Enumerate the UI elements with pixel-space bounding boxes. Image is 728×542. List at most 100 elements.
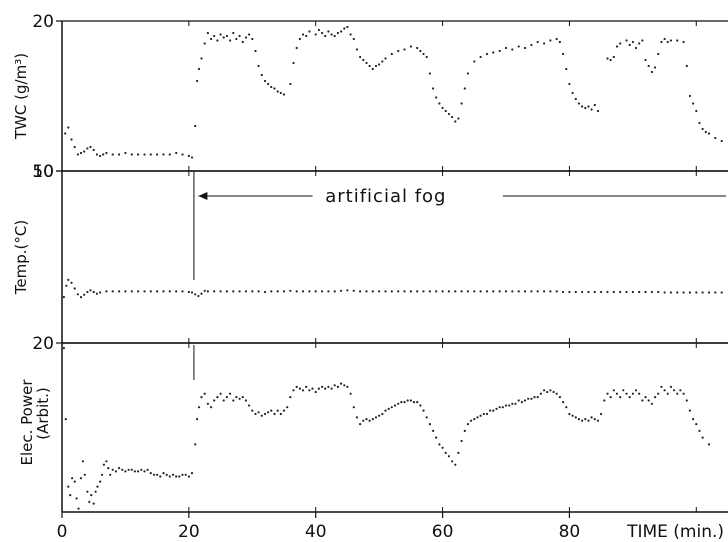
panel-3-data-point [140, 468, 143, 471]
panel-1-data-point [92, 148, 95, 152]
panel-1-data-point [565, 67, 568, 71]
panel-2-data-point [308, 290, 311, 293]
panel-2-data-point [695, 291, 698, 294]
panel-3-data-point [107, 467, 110, 470]
panel-2-data-point [504, 290, 508, 293]
panel-3-data-point [520, 401, 524, 404]
panel-3-data-point [206, 402, 209, 405]
panel-1-data-point [378, 63, 381, 66]
panel-3-data-point [196, 418, 199, 421]
panel-1-data-point [660, 40, 663, 44]
panel-2-data-point [707, 291, 711, 294]
panel-3-data-point [187, 475, 190, 478]
panel-1-data-point [641, 39, 644, 42]
panel-2-data-point [95, 292, 98, 295]
panel-3-data-point [225, 396, 228, 399]
panel-2-data-point [454, 290, 457, 293]
panel-1-data-point [324, 34, 327, 38]
panel-1-data-point [365, 61, 368, 65]
panel-3-data-point [609, 396, 612, 399]
panel-1-data-point [187, 154, 190, 158]
panel-1-data-point [64, 132, 67, 135]
panel-2-data-point [263, 290, 267, 294]
panel-2-data-point [543, 290, 546, 293]
panel-3-data-point [571, 414, 574, 417]
panel-1-data-point [321, 31, 324, 35]
panel-3-data-point [504, 404, 508, 407]
panel-1-data-point [555, 37, 558, 41]
panel-3-data-point [121, 468, 124, 471]
panel-3-data-point [124, 470, 127, 473]
panel-3-data-point [346, 385, 349, 388]
panel-3-data-point [118, 467, 121, 470]
panel-1-data-point [76, 153, 79, 156]
panel-3-data-point [593, 418, 596, 421]
panel-3-data-point [625, 392, 628, 395]
panel-3-data-point [425, 416, 428, 419]
panel-3-data-point [276, 409, 279, 412]
panel-3-data-point [590, 416, 593, 419]
panel-1-data-point [571, 91, 574, 95]
panel-3-data-point [244, 399, 247, 402]
panel-3-data-point [612, 389, 615, 392]
panel-1-data-point [669, 39, 673, 42]
panel-3-data-point [463, 429, 466, 432]
panel-1-data-point [162, 153, 165, 156]
panel-1-data-point [95, 153, 98, 156]
panel-1-data-point [355, 48, 358, 51]
panel-3-data-point [292, 389, 295, 392]
panel-2-data-point [333, 290, 336, 293]
panel-1-data-point [314, 33, 317, 36]
panel-2-data-point [638, 290, 641, 294]
panel-3-data-point [257, 411, 260, 414]
panel-1-data-point [498, 49, 501, 53]
panel-2-data-point [203, 289, 206, 292]
panel-2-data-point [714, 291, 717, 294]
panel-3-data-point [200, 396, 203, 399]
panel-3-data-point [634, 389, 638, 392]
panel-3-data-point [530, 397, 533, 400]
panel-2-data-point [276, 290, 279, 293]
panel-3-data-point [77, 507, 80, 510]
panel-3-data-point [88, 500, 91, 503]
panel-3-data-point [543, 389, 546, 392]
panel-2-data-point [359, 290, 362, 293]
panel-1-data-point [698, 121, 701, 125]
panel-3-data-point [114, 470, 117, 473]
panel-1-data-point [298, 37, 301, 41]
panel-3-data-point [533, 396, 536, 399]
panel-1-data-point [720, 139, 723, 143]
panel-2-data-point [162, 290, 165, 293]
panel-3-data-point [229, 392, 232, 395]
panel-1-data-point [454, 120, 457, 123]
panel-1-data-point [196, 79, 199, 83]
panel-3-data-point [81, 460, 84, 463]
panel-3-data-point [422, 409, 425, 412]
panel-3-data-point [203, 392, 206, 395]
panel-2-y-tick-label: 50 [32, 162, 54, 182]
panel-1-data-point [197, 67, 201, 71]
panel-3-data-point [378, 414, 381, 417]
panel-1-data-point [305, 34, 308, 38]
panel-2-data-point [187, 290, 190, 294]
panel-1-data-point [457, 117, 460, 120]
panel-1-data-point [647, 64, 650, 68]
panel-2-data-point [92, 290, 95, 294]
panel-3-data-point [555, 392, 558, 395]
panel-2-data-point [390, 290, 393, 293]
panel-1-data-point [295, 46, 298, 50]
panel-3-data-point [349, 392, 352, 395]
panel-1-data-point [336, 31, 339, 35]
panel-1-data-point [657, 52, 660, 56]
panel-3-data-point [251, 409, 254, 412]
panel-1-data-point [568, 82, 571, 86]
panel-3-data-point [105, 460, 108, 463]
panel-1-data-point [168, 153, 171, 156]
panel-2-data-point [657, 290, 660, 294]
panel-2-data-point [270, 290, 273, 293]
panel-2-data-point [62, 296, 65, 299]
panel-3-data-point [289, 396, 292, 399]
panel-3-data-point [552, 390, 555, 394]
panel-2-data-point [378, 290, 381, 293]
panel-1-data-point [368, 64, 371, 68]
